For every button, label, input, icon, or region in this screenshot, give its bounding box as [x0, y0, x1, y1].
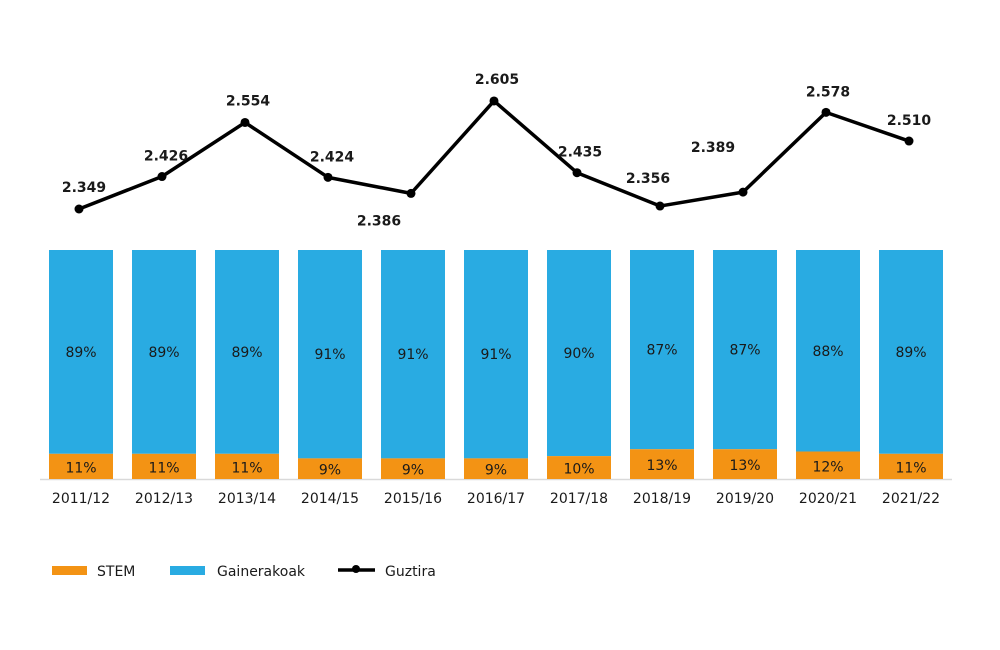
point-guztira: [821, 107, 831, 117]
x-tick-label: 2017/18: [550, 491, 608, 507]
bar-stem: [49, 453, 113, 479]
data-label-gainerakoak: 91%: [314, 347, 345, 363]
legend: STEM Gainerakoak Guztira: [52, 564, 436, 580]
data-label-stem: 11%: [895, 460, 926, 476]
bar-gainerakoak: [381, 250, 445, 459]
data-label-stem: 11%: [65, 460, 96, 476]
bar-group: 89% 11%: [879, 250, 943, 479]
bar-stem: [713, 449, 777, 479]
data-label-stem: 13%: [729, 458, 760, 474]
data-label-guztira: 2.424: [310, 149, 355, 165]
data-label-guztira: 2.349: [62, 180, 106, 196]
data-label-guztira: 2.578: [806, 84, 850, 100]
bar-stem: [298, 458, 362, 479]
bar-stem: [630, 449, 694, 479]
x-tick-label: 2011/12: [52, 491, 110, 507]
data-label-stem: 12%: [812, 459, 843, 475]
data-label-guztira: 2.389: [691, 140, 735, 156]
data-label-gainerakoak: 89%: [895, 345, 926, 361]
bar-gainerakoak: [132, 250, 196, 454]
point-guztira: [489, 96, 499, 106]
bar-stem: [215, 453, 279, 479]
bar-stem: [879, 453, 943, 479]
x-tick-label: 2012/13: [135, 491, 193, 507]
bar-stem: [132, 453, 196, 479]
legend-label-guztira: Guztira: [385, 564, 436, 580]
data-label-gainerakoak: 89%: [148, 345, 179, 361]
bar-gainerakoak: [630, 250, 694, 450]
point-guztira: [240, 117, 250, 127]
x-tick-label: 2014/15: [301, 491, 359, 507]
x-tick-label: 2013/14: [218, 491, 276, 507]
series-line-guztira: [78, 99, 910, 211]
bar-gainerakoak: [713, 250, 777, 450]
bar-stem: [547, 456, 611, 479]
bar-group: 91% 9%: [381, 250, 445, 479]
bar-gainerakoak: [49, 250, 113, 454]
data-label-gainerakoak: 90%: [563, 346, 594, 362]
x-tick-label: 2019/20: [716, 491, 774, 507]
bar-gainerakoak: [298, 250, 362, 459]
bar-gainerakoak: [464, 250, 528, 459]
legend-label-gainerakoak: Gainerakoak: [217, 564, 306, 580]
legend-swatch-stem: [52, 566, 87, 575]
data-label-guztira: 2.554: [226, 93, 271, 109]
data-label-stem: 9%: [319, 463, 341, 479]
bar-group: 89% 11%: [132, 250, 196, 479]
bar-stem: [796, 451, 860, 479]
data-label-guztira: 2.356: [626, 171, 670, 187]
data-label-guztira: 2.605: [475, 72, 519, 88]
legend-swatch-gainerakoak: [170, 566, 205, 575]
bar-group: 87% 13%: [713, 250, 777, 479]
data-label-stem: 9%: [485, 463, 507, 479]
bar-group: 91% 9%: [298, 250, 362, 479]
bar-gainerakoak: [215, 250, 279, 454]
x-tick-label: 2018/19: [633, 491, 691, 507]
bar-gainerakoak: [547, 250, 611, 457]
data-label-stem: 10%: [563, 462, 594, 478]
data-label-guztira: 2.510: [887, 113, 932, 129]
bar-gainerakoak: [796, 250, 860, 452]
data-label-gainerakoak: 88%: [812, 344, 843, 360]
point-guztira: [738, 187, 748, 197]
data-label-gainerakoak: 87%: [646, 343, 677, 359]
bar-group: 88% 12%: [796, 250, 860, 479]
data-label-guztira: 2.386: [357, 213, 401, 229]
x-tick-label: 2021/22: [882, 491, 940, 507]
point-guztira: [904, 136, 914, 146]
bar-stem: [381, 458, 445, 479]
point-guztira: [74, 204, 84, 214]
data-label-gainerakoak: 89%: [231, 345, 262, 361]
data-label-guztira: 2.426: [144, 149, 188, 165]
data-label-guztira: 2.435: [558, 145, 602, 161]
data-label-gainerakoak: 91%: [397, 347, 428, 363]
bar-group: 91% 9%: [464, 250, 528, 479]
data-label-gainerakoak: 87%: [729, 343, 760, 359]
point-guztira: [406, 188, 416, 198]
data-label-stem: 9%: [402, 463, 424, 479]
point-guztira: [323, 172, 333, 182]
point-guztira: [655, 201, 665, 211]
data-label-stem: 11%: [231, 460, 262, 476]
point-guztira: [157, 172, 167, 182]
legend-marker-guztira: [352, 565, 360, 573]
data-label-stem: 11%: [148, 460, 179, 476]
bar-gainerakoak: [879, 250, 943, 454]
x-tick-label: 2016/17: [467, 491, 525, 507]
data-label-stem: 13%: [646, 458, 677, 474]
point-guztira: [572, 168, 582, 178]
x-tick-label: 2020/21: [799, 491, 857, 507]
bar-group: 89% 11%: [49, 250, 113, 479]
bar-stem: [464, 458, 528, 479]
bar-group: 87% 13%: [630, 250, 694, 479]
x-tick-label: 2015/16: [384, 491, 442, 507]
bar-group: 90% 10%: [547, 250, 611, 479]
data-label-gainerakoak: 89%: [65, 345, 96, 361]
bar-group: 89% 11%: [215, 250, 279, 479]
legend-label-stem: STEM: [97, 564, 135, 580]
data-label-gainerakoak: 91%: [480, 347, 511, 363]
